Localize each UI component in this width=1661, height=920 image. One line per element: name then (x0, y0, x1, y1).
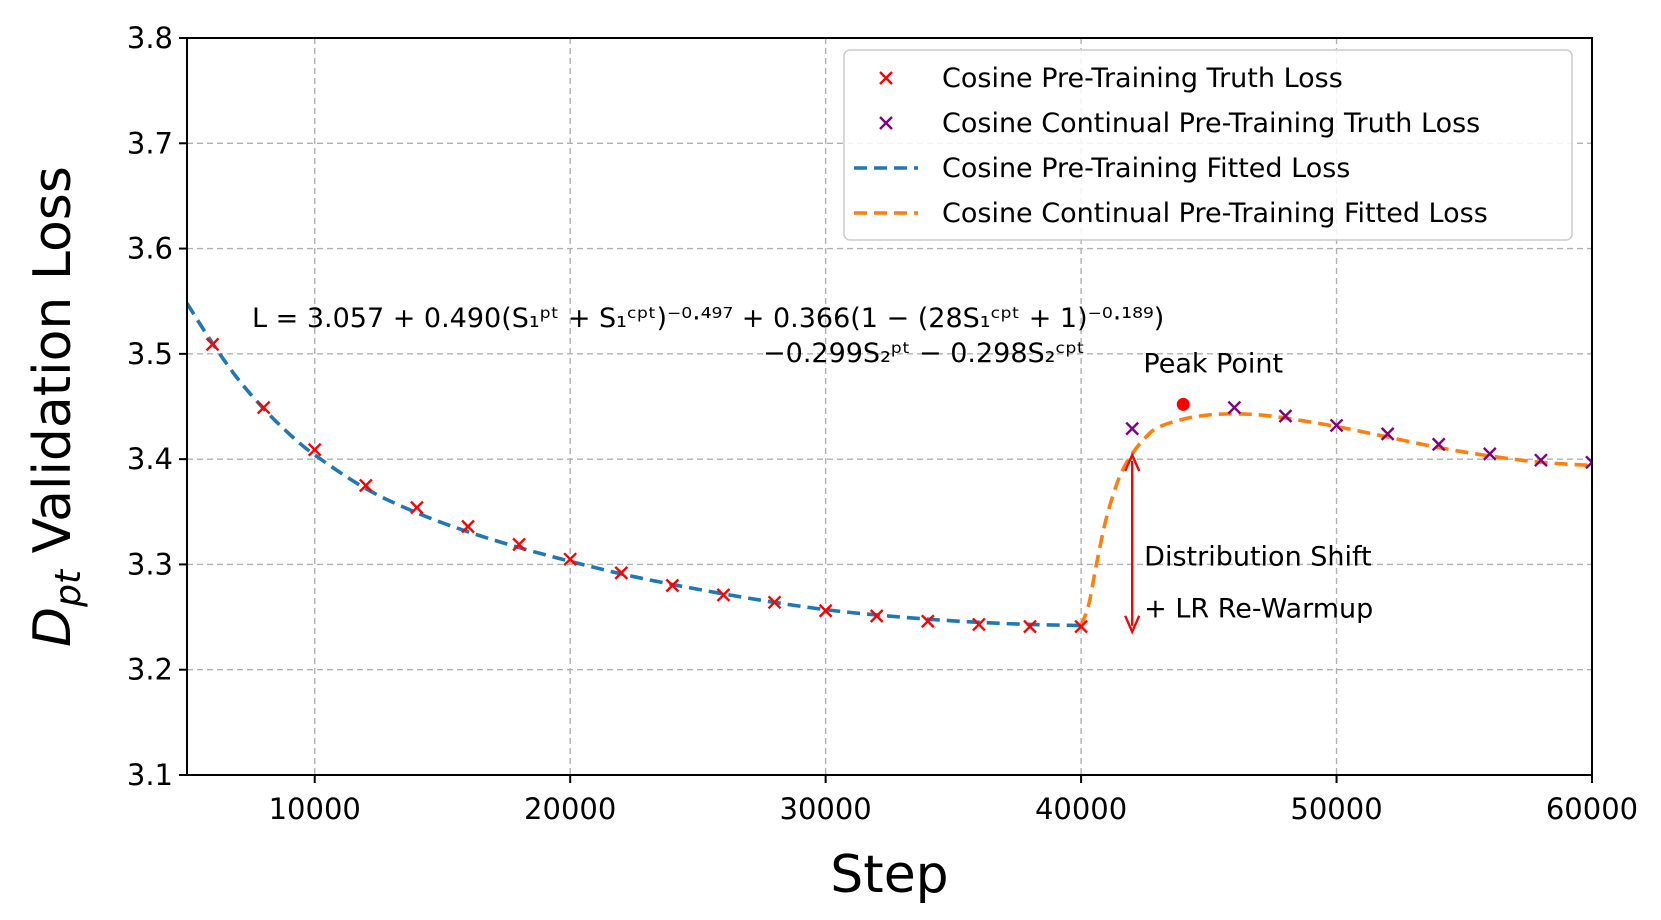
y-tick-label: 3.3 (127, 547, 173, 581)
annotations: Peak Point Distribution Shift + LR Re-Warm… (1124, 348, 1373, 635)
x-tick-label: 60000 (1546, 792, 1638, 826)
x-tick-label: 30000 (780, 792, 872, 826)
legend-entry: Cosine Pre-Training Fitted Loss (854, 153, 1350, 184)
shift-label-line-2: + LR Re-Warmup (1144, 593, 1373, 624)
x-tick-label: 40000 (1035, 792, 1127, 826)
legend-label: Cosine Continual Pre-Training Truth Loss (942, 108, 1480, 139)
legend: Cosine Pre-Training Truth Loss Cosine Con… (843, 49, 1573, 241)
truth-point-0 (563, 552, 578, 567)
equation: L = 3.057 + 0.490(S₁ᵖᵗ + S₁ᶜᵖᵗ)⁻⁰·⁴⁹⁷ + … (252, 303, 1164, 369)
truth-point-0 (307, 442, 322, 457)
shift-arrow (1124, 451, 1141, 635)
truth-point-0 (818, 603, 833, 618)
y-tick-label: 3.4 (127, 442, 173, 476)
truth-point-1 (1585, 455, 1592, 470)
truth-point-0 (614, 566, 629, 580)
truth-point-1 (1227, 400, 1242, 415)
equation-line-2: −0.299S₂ᵖᵗ − 0.298S₂ᶜᵖᵗ (763, 338, 1085, 369)
y-axis-label: Dpt Validation Loss (23, 166, 89, 647)
y-axis-label-sub: pt (48, 568, 89, 608)
truth-point-0 (461, 519, 475, 534)
truth-point-0 (869, 609, 884, 623)
truth-point-1 (1534, 453, 1548, 468)
y-tick-label: 3.6 (127, 232, 173, 266)
truth-point-0 (256, 400, 271, 415)
truth-point-0 (205, 337, 220, 352)
shift-label-line-1: Distribution Shift (1144, 541, 1371, 572)
truth-point-1 (1380, 427, 1395, 441)
peak-point-marker (1176, 397, 1190, 411)
truth-point-0 (410, 500, 424, 515)
legend-entry: Cosine Continual Pre-Training Fitted Los… (854, 198, 1488, 229)
legend-marker (879, 116, 893, 130)
plot-frame (186, 37, 1593, 776)
y-axis-label-rest: Validation Loss (23, 166, 83, 570)
ticks: 10000 20000 30000 40000 50000 60000 3.1 3.2 3.3 3… (127, 21, 1638, 826)
svg-text:Dpt Validation Loss: Dpt Validation Loss (23, 166, 89, 647)
truth-point-0 (767, 595, 782, 610)
truth-point-1 (1278, 409, 1293, 423)
x-tick-label: 50000 (1290, 792, 1382, 826)
legend-entry: Cosine Pre-Training Truth Loss (879, 63, 1343, 94)
x-tick-label: 20000 (524, 792, 616, 826)
fitted-line-3 (1079, 412, 1592, 627)
truth-point-0 (665, 578, 680, 593)
legend-frame (843, 49, 1573, 241)
y-tick-label: 3.1 (127, 758, 173, 792)
series-layer (187, 302, 1592, 634)
legend-entry: Cosine Continual Pre-Training Truth Loss (879, 108, 1480, 139)
legend-label: Cosine Pre-Training Truth Loss (942, 63, 1343, 94)
y-tick-label: 3.8 (127, 21, 173, 55)
y-axis-label-main: D (23, 607, 83, 647)
truth-point-0 (1074, 619, 1088, 634)
truth-point-1 (1431, 437, 1446, 452)
y-tick-label: 3.5 (127, 337, 173, 371)
truth-point-1 (1125, 421, 1140, 436)
legend-label: Cosine Pre-Training Fitted Loss (942, 153, 1350, 184)
x-tick-label: 10000 (269, 792, 361, 826)
x-axis-label: Step (830, 845, 948, 905)
truth-point-1 (1329, 418, 1344, 433)
peak-point-label: Peak Point (1143, 348, 1283, 379)
truth-point-0 (358, 478, 373, 493)
equation-line-1: L = 3.057 + 0.490(S₁ᵖᵗ + S₁ᶜᵖᵗ)⁻⁰·⁴⁹⁷ + … (252, 303, 1164, 334)
truth-point-0 (512, 537, 526, 552)
y-tick-label: 3.2 (127, 653, 173, 687)
truth-point-0 (972, 617, 986, 632)
legend-label: Cosine Continual Pre-Training Fitted Los… (942, 198, 1488, 229)
legend-marker (879, 71, 893, 85)
truth-point-0 (1023, 619, 1037, 634)
truth-point-1 (1482, 447, 1497, 461)
truth-point-0 (716, 588, 731, 602)
y-tick-label: 3.7 (127, 126, 173, 160)
truth-point-0 (920, 614, 935, 629)
fitted-line-2 (187, 302, 1082, 628)
